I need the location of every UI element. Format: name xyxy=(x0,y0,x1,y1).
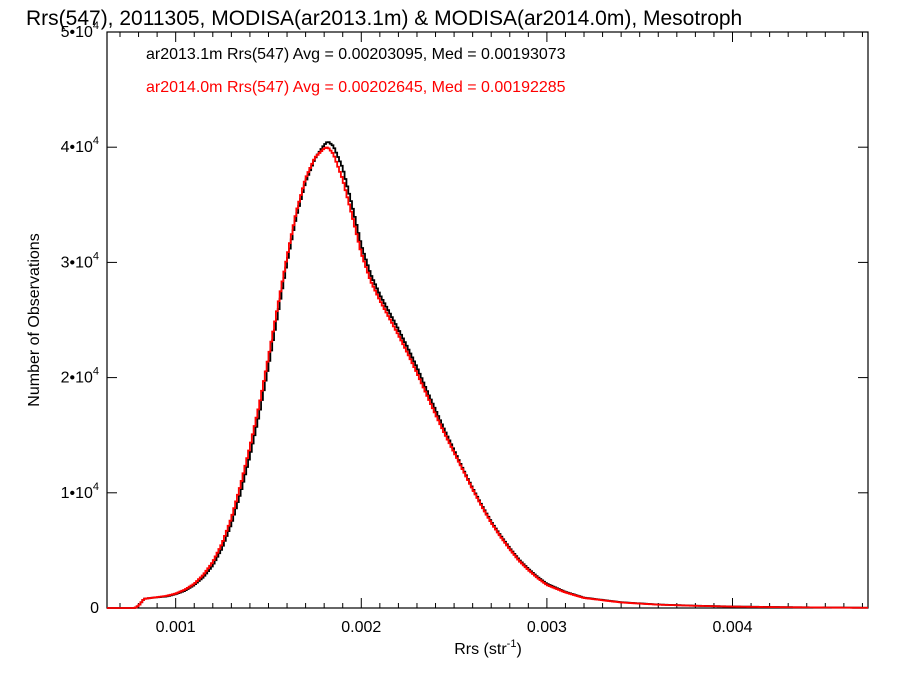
y-tick-label-exponent: 4 xyxy=(93,250,99,262)
x-tick-label: 0.003 xyxy=(527,619,567,636)
y-tick-label-exponent: 4 xyxy=(93,366,99,378)
series-line-ar2014 xyxy=(107,146,868,609)
series-line-ar2013 xyxy=(107,141,868,609)
y-tick-label-mantissa: 2•10 xyxy=(61,370,93,387)
y-tick-label-exponent: 4 xyxy=(93,20,99,32)
y-tick-label: 1•104 xyxy=(61,481,99,502)
chart-title: Rrs(547), 2011305, MODISA(ar2013.1m) & M… xyxy=(26,7,742,30)
x-tick-label: 0.004 xyxy=(712,619,752,636)
y-tick-label-mantissa: 4•10 xyxy=(61,139,93,156)
y-tick-label-exponent: 4 xyxy=(93,481,99,493)
x-tick-label: 0.002 xyxy=(341,619,381,636)
y-tick-label-mantissa: 5•10 xyxy=(61,24,93,41)
y-tick-label: 4•104 xyxy=(61,135,99,156)
x-axis-label: Rrs (str-1) xyxy=(454,638,522,658)
x-axis: 0.001 0.002 0.003 0.004 xyxy=(119,32,863,636)
legend-entry-ar2014: ar2014.0m Rrs(547) Avg = 0.00202645, Med… xyxy=(146,79,566,96)
y-axis-label: Number of Observations xyxy=(26,233,43,406)
x-axis-label-main: Rrs (str xyxy=(454,641,507,658)
x-tick-label: 0.001 xyxy=(156,619,196,636)
x-axis-label-exponent: -1 xyxy=(507,638,517,650)
y-tick-label: 3•104 xyxy=(61,250,99,271)
y-tick-label-mantissa: 1•10 xyxy=(61,485,93,502)
legend-entry-ar2013: ar2013.1m Rrs(547) Avg = 0.00203095, Med… xyxy=(146,46,566,63)
y-tick-label-mantissa: 0 xyxy=(90,600,99,617)
y-tick-label: 0 xyxy=(90,600,99,617)
x-axis-label-suffix: ) xyxy=(516,641,521,658)
y-tick-label-exponent: 4 xyxy=(93,135,99,147)
y-tick-label: 2•104 xyxy=(61,366,99,387)
plot-frame xyxy=(106,31,869,609)
y-tick-label: 5•104 xyxy=(61,20,99,41)
y-tick-label-mantissa: 3•10 xyxy=(61,254,93,271)
series-lines xyxy=(107,141,868,609)
